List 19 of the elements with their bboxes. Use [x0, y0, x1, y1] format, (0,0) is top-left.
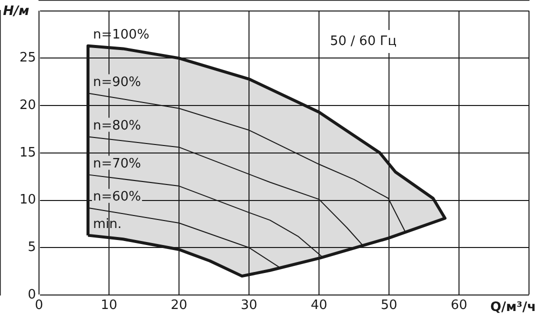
x-tick-label: 30: [240, 298, 258, 314]
x-tick-label: 60: [450, 298, 468, 314]
y-tick-label: 25: [19, 50, 36, 66]
text: 50 / 60 Гц: [322, 30, 405, 53]
series-label: n=70%: [93, 156, 142, 172]
y-tick-label: 15: [19, 145, 36, 160]
series-label: n=90%: [93, 75, 142, 90]
series-label: n=60%: [93, 190, 142, 205]
x-tick-label: 10: [100, 298, 118, 314]
y-tick-label: 10: [19, 192, 36, 208]
series-label: n=80%: [93, 118, 142, 134]
y-tick-label: 5: [28, 240, 36, 256]
y-tick-label: 0: [28, 287, 36, 302]
x-axis-title: Q/м³/ч: [490, 300, 536, 315]
y-axis-title: H/м: [3, 4, 30, 19]
x-tick-label: 20: [170, 298, 188, 314]
y-tick-label: 20: [19, 98, 36, 113]
x-tick-label: 40: [310, 298, 328, 314]
x-tick-label: 50: [380, 298, 398, 314]
